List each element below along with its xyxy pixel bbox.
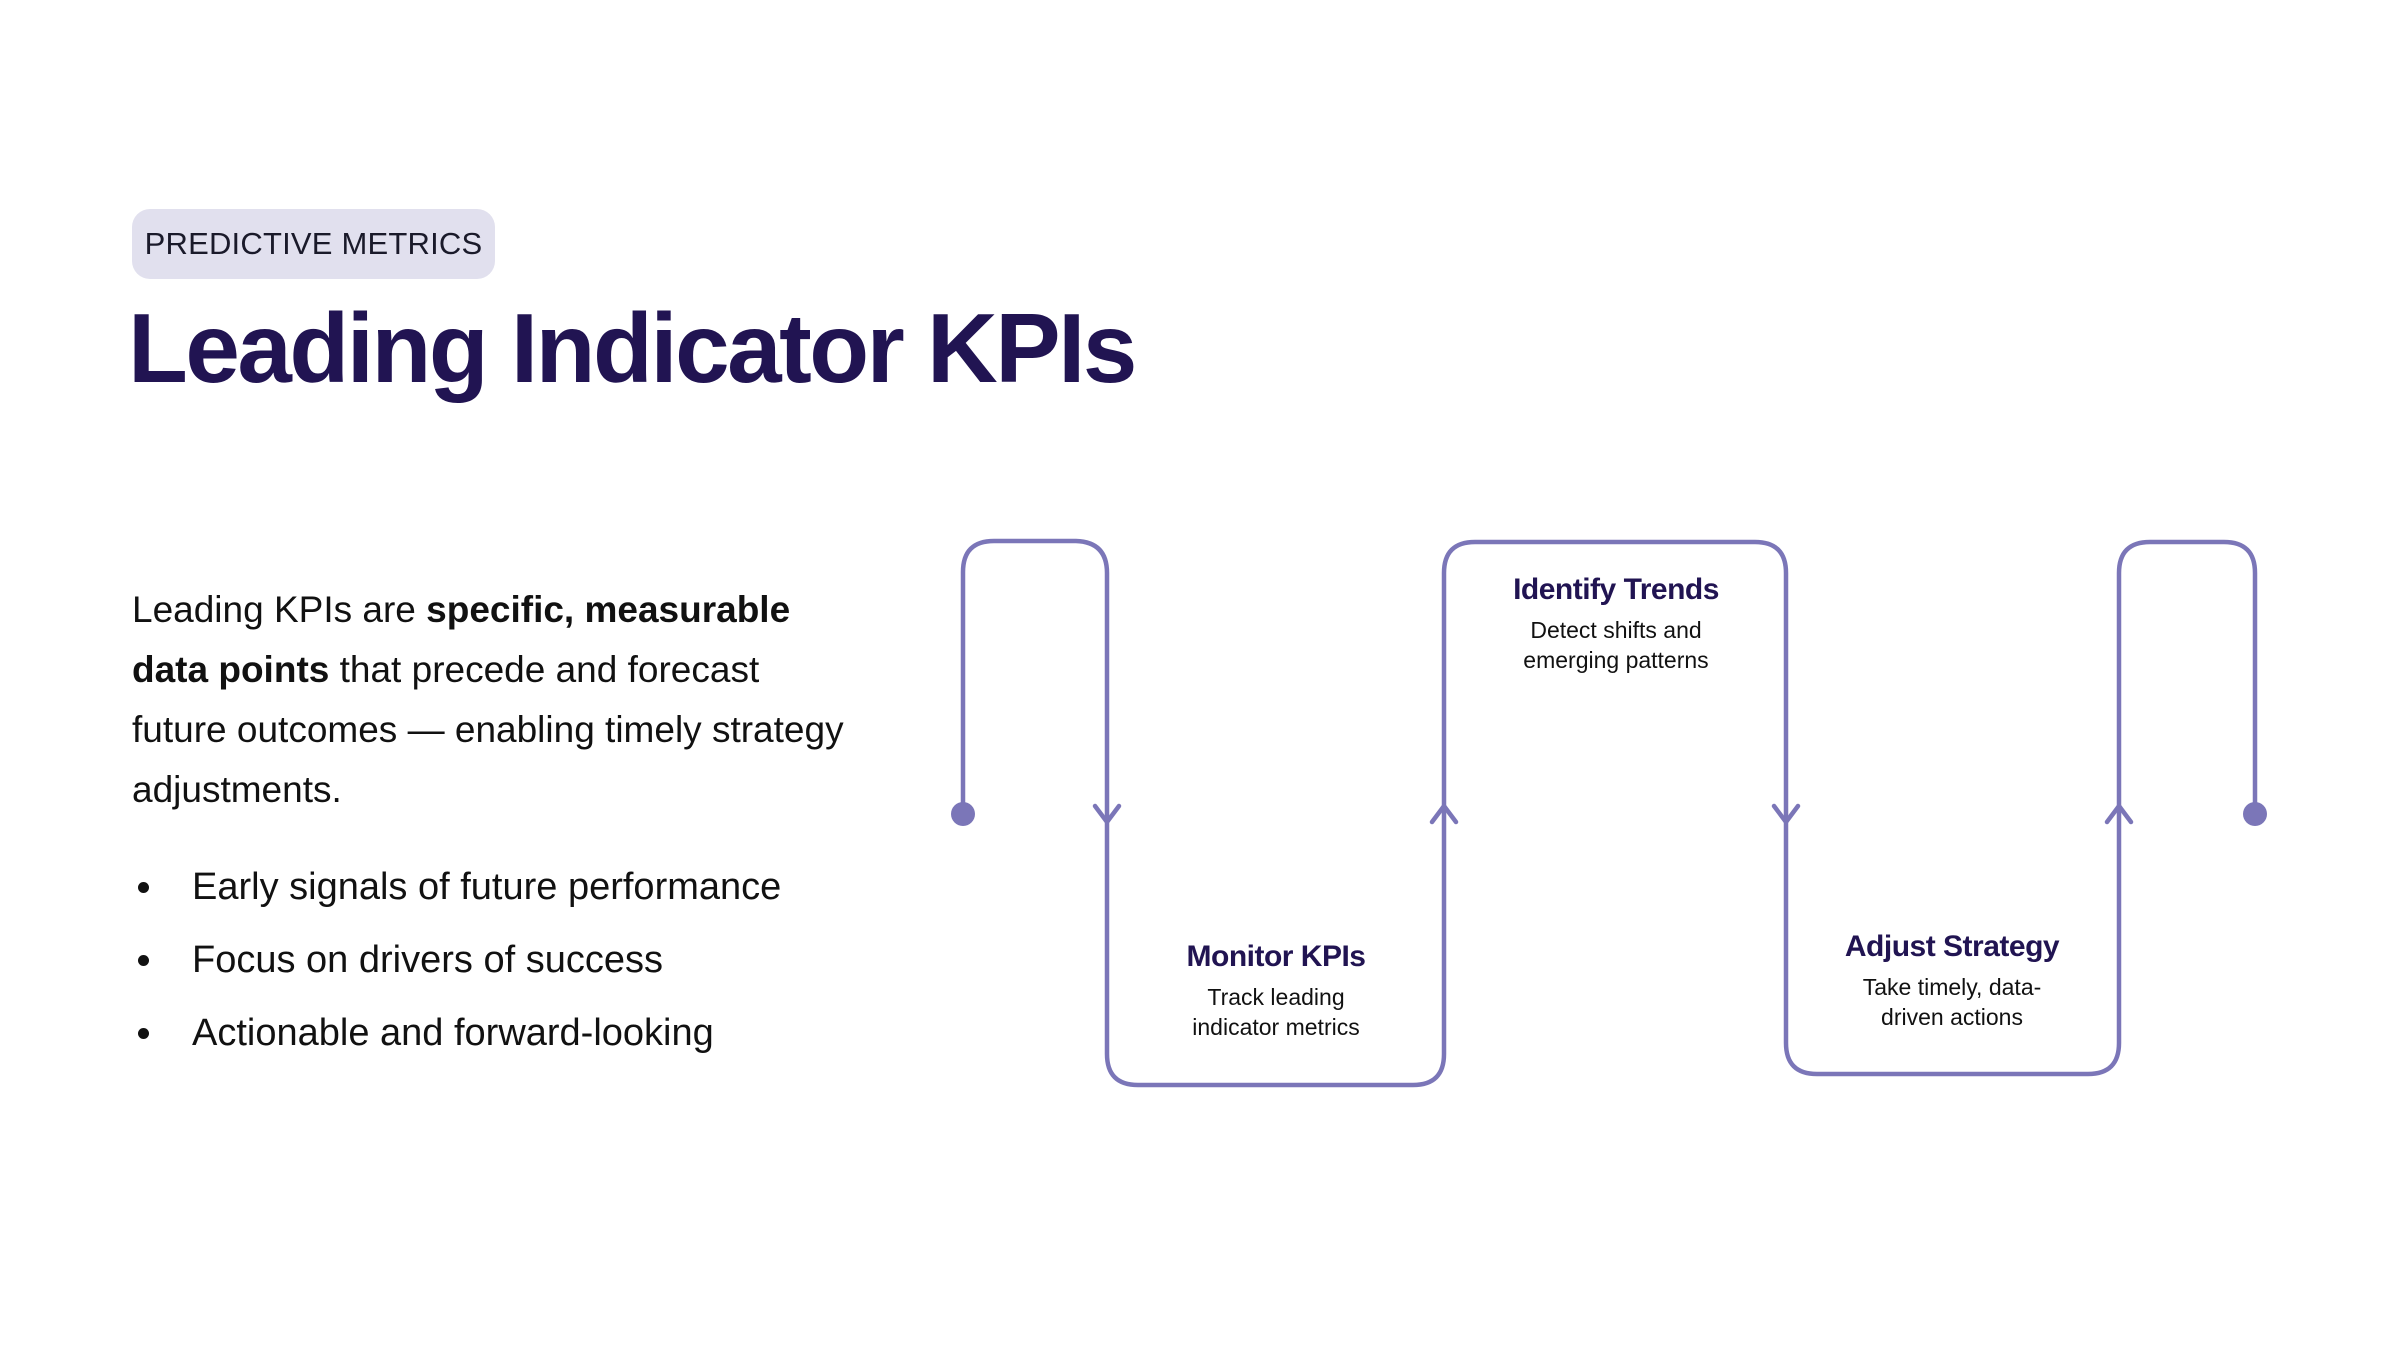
- arrow-down-icon: [1092, 803, 1122, 825]
- bullet-icon: [138, 1028, 149, 1039]
- intro-paragraph: Leading KPIs are specific, measurable da…: [132, 580, 852, 820]
- arrow-down-icon: [1771, 803, 1801, 825]
- list-item: Focus on drivers of success: [132, 933, 781, 1006]
- page-title: Leading Indicator KPIs: [128, 293, 1137, 403]
- category-tag: PREDICTIVE METRICS: [132, 209, 495, 279]
- step-description-line: Track leading: [1207, 984, 1345, 1010]
- bullet-icon: [138, 955, 149, 966]
- step-description-line: Detect shifts and: [1530, 617, 1702, 643]
- step-description-line: Take timely, data-: [1862, 974, 2042, 1000]
- step-monitor-kpis: Monitor KPIs Track leading indicator metr…: [1186, 940, 1367, 1042]
- intro-text: Leading KPIs are: [132, 589, 427, 630]
- step-identify-trends: Identify Trends Detect shifts and emergin…: [1513, 573, 1719, 675]
- step-description: Take timely, data-driven actions: [1845, 972, 2059, 1032]
- list-item: Actionable and forward-looking: [132, 1006, 781, 1079]
- list-item-text: Early signals of future performance: [192, 866, 782, 908]
- arrow-up-icon: [1429, 803, 1459, 825]
- bullet-icon: [138, 882, 149, 893]
- category-tag-label: PREDICTIVE METRICS: [144, 226, 483, 261]
- intro-bold-text: specific, measurable data points: [132, 589, 791, 690]
- arrow-up-icon: [2104, 803, 2134, 825]
- step-description-line: indicator metrics: [1192, 1014, 1360, 1040]
- list-item-text: Focus on drivers of success: [192, 939, 663, 981]
- step-title: Identify Trends: [1513, 573, 1719, 606]
- start-dot-icon: [951, 802, 975, 826]
- list-item: Early signals of future performance: [132, 860, 781, 933]
- intro-text-end: that precede and forecast future outcome…: [132, 649, 844, 810]
- step-description-line: emerging patterns: [1523, 647, 1709, 673]
- list-item-text: Actionable and forward-looking: [192, 1012, 714, 1054]
- step-title: Adjust Strategy: [1844, 930, 2060, 963]
- step-description: Detect shifts and emerging patterns: [1513, 615, 1719, 675]
- step-adjust-strategy: Adjust Strategy Take timely, data-driven…: [1844, 930, 2060, 1032]
- bullet-list: Early signals of future performance Focu…: [132, 860, 781, 1079]
- step-description-line: driven actions: [1881, 1004, 2023, 1030]
- end-dot-icon: [2243, 802, 2267, 826]
- flow-path: [960, 538, 2258, 1088]
- step-title: Monitor KPIs: [1186, 940, 1367, 973]
- step-description: Track leading indicator metrics: [1187, 982, 1366, 1042]
